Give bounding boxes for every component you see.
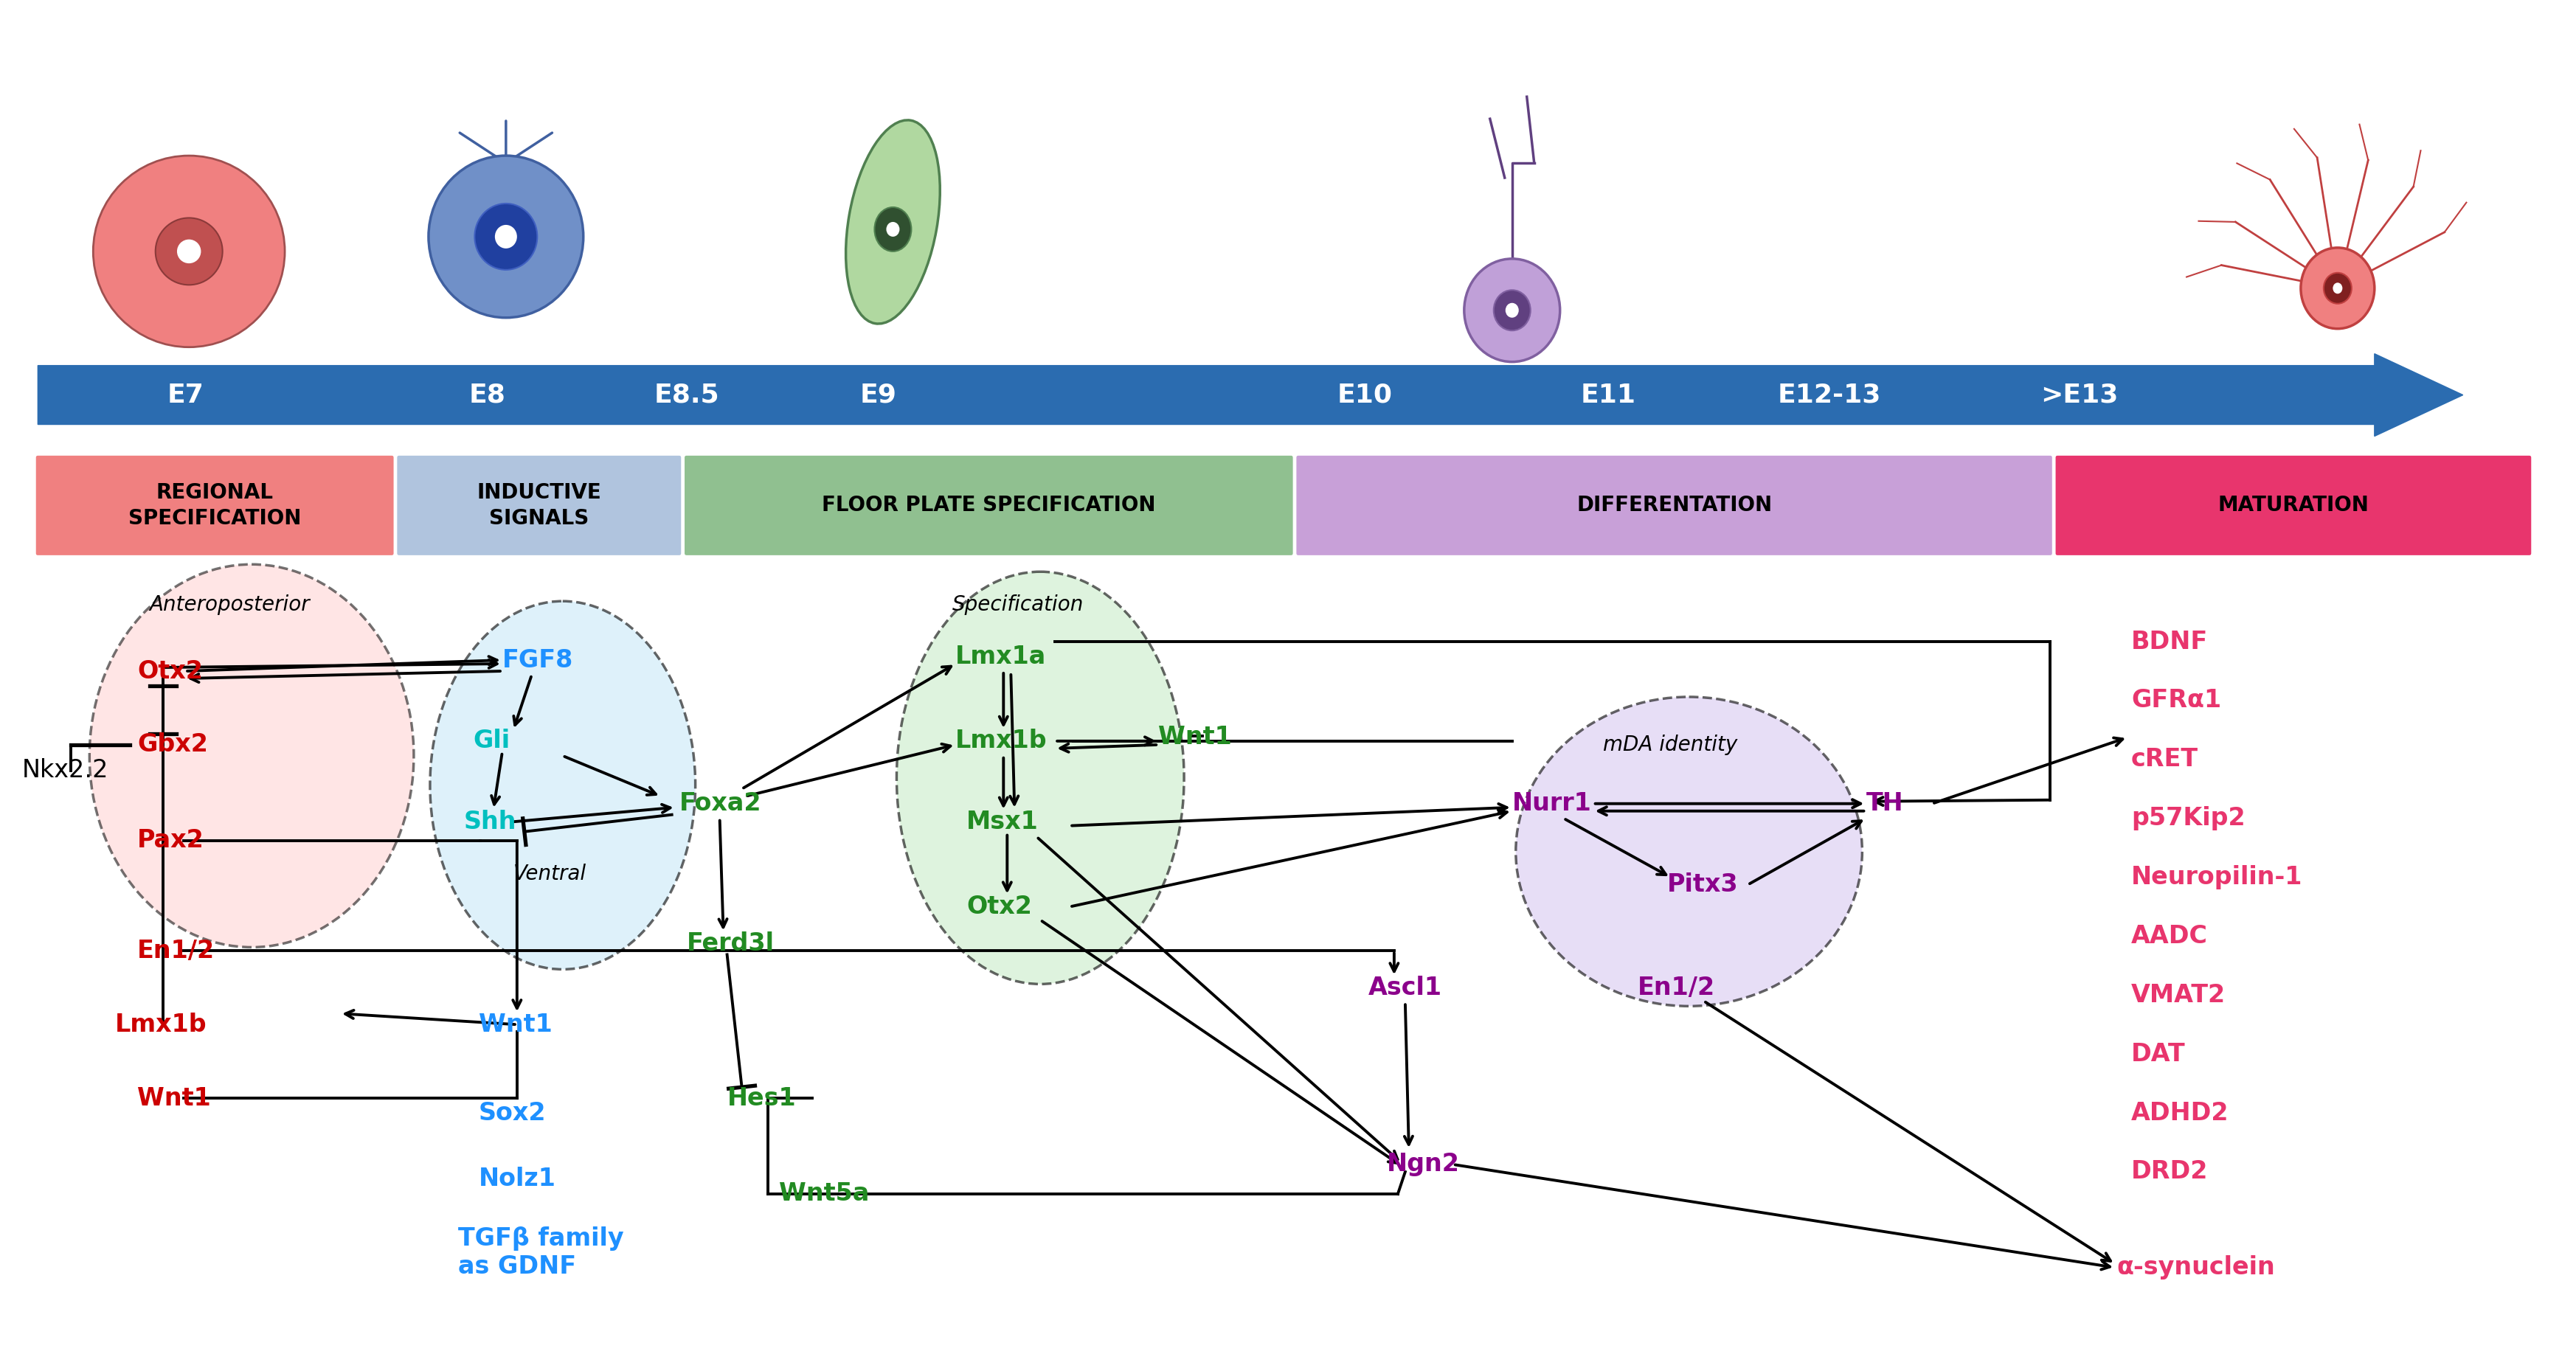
Ellipse shape [1494, 290, 1530, 330]
Text: E8.5: E8.5 [654, 382, 719, 408]
FancyBboxPatch shape [2056, 455, 2532, 556]
FancyBboxPatch shape [397, 455, 683, 556]
Text: DAT: DAT [2130, 1041, 2184, 1066]
Text: Shh: Shh [464, 810, 518, 834]
Text: BDNF: BDNF [2130, 630, 2208, 654]
Ellipse shape [845, 121, 940, 324]
Text: Lmx1b: Lmx1b [956, 728, 1048, 753]
Ellipse shape [90, 565, 415, 948]
Text: FLOOR PLATE SPECIFICATION: FLOOR PLATE SPECIFICATION [822, 496, 1157, 516]
Text: E12-13: E12-13 [1777, 382, 1880, 408]
Ellipse shape [428, 156, 582, 318]
Text: INDUCTIVE
SIGNALS: INDUCTIVE SIGNALS [477, 482, 600, 528]
Text: Wnt1: Wnt1 [137, 1086, 211, 1110]
Text: TH: TH [1865, 792, 1904, 816]
Ellipse shape [155, 218, 222, 284]
Text: mDA identity: mDA identity [1602, 734, 1739, 756]
Text: Lmx1a: Lmx1a [956, 645, 1046, 669]
FancyArrow shape [39, 353, 2463, 436]
Text: >E13: >E13 [2040, 382, 2117, 408]
Text: Pitx3: Pitx3 [1667, 872, 1739, 896]
Text: TGFβ family
as GDNF: TGFβ family as GDNF [459, 1227, 623, 1280]
Text: Ventral: Ventral [513, 864, 587, 884]
Ellipse shape [896, 571, 1185, 984]
Text: GFRα1: GFRα1 [2130, 688, 2221, 712]
Ellipse shape [1504, 303, 1520, 318]
Text: Ngn2: Ngn2 [1386, 1152, 1461, 1177]
Text: Pax2: Pax2 [137, 829, 204, 853]
Text: Wnt1: Wnt1 [1159, 726, 1231, 750]
Text: Foxa2: Foxa2 [680, 792, 762, 816]
FancyBboxPatch shape [683, 455, 1293, 556]
Text: p57Kip2: p57Kip2 [2130, 806, 2246, 830]
Ellipse shape [178, 240, 201, 263]
Ellipse shape [430, 601, 696, 969]
Text: Nurr1: Nurr1 [1512, 792, 1592, 816]
FancyBboxPatch shape [36, 455, 394, 556]
Text: E7: E7 [167, 382, 204, 408]
Text: En1/2: En1/2 [1638, 976, 1716, 999]
Text: Specification: Specification [953, 594, 1084, 615]
Text: E11: E11 [1579, 382, 1636, 408]
Text: En1/2: En1/2 [137, 938, 214, 963]
Text: Neuropilin-1: Neuropilin-1 [2130, 865, 2303, 890]
Text: E9: E9 [860, 382, 896, 408]
FancyBboxPatch shape [1296, 455, 2053, 556]
Text: α-synuclein: α-synuclein [2117, 1255, 2275, 1280]
Ellipse shape [873, 207, 912, 252]
Text: Otx2: Otx2 [137, 659, 204, 684]
Text: DIFFERENTATION: DIFFERENTATION [1577, 496, 1772, 516]
Ellipse shape [886, 222, 899, 237]
Text: Otx2: Otx2 [966, 895, 1033, 919]
Text: Lmx1b: Lmx1b [116, 1013, 206, 1037]
Text: Nolz1: Nolz1 [479, 1167, 556, 1192]
Text: Hes1: Hes1 [726, 1086, 796, 1110]
Text: Gli: Gli [474, 728, 510, 753]
Ellipse shape [93, 156, 286, 347]
Text: ADHD2: ADHD2 [2130, 1101, 2228, 1125]
Text: Wnt1: Wnt1 [479, 1013, 551, 1037]
Text: Ascl1: Ascl1 [1368, 976, 1443, 999]
Text: Msx1: Msx1 [966, 810, 1038, 834]
Text: Ferd3l: Ferd3l [688, 932, 775, 956]
Text: cRET: cRET [2130, 747, 2197, 772]
Ellipse shape [2300, 248, 2375, 329]
Text: AADC: AADC [2130, 923, 2208, 948]
Ellipse shape [1463, 259, 1561, 362]
Text: Sox2: Sox2 [479, 1101, 546, 1125]
Text: Gbx2: Gbx2 [137, 733, 209, 757]
Text: Nkx2.2: Nkx2.2 [21, 758, 108, 783]
Text: FGF8: FGF8 [502, 649, 574, 672]
Ellipse shape [474, 203, 538, 269]
Text: Wnt5a: Wnt5a [778, 1182, 868, 1206]
Text: VMAT2: VMAT2 [2130, 983, 2226, 1007]
Text: DRD2: DRD2 [2130, 1159, 2208, 1183]
Text: MATURATION: MATURATION [2218, 496, 2370, 516]
Text: REGIONAL
SPECIFICATION: REGIONAL SPECIFICATION [129, 482, 301, 528]
Ellipse shape [495, 225, 518, 248]
Text: E8: E8 [469, 382, 505, 408]
Text: Anteroposterior: Anteroposterior [149, 594, 309, 615]
Text: E10: E10 [1337, 382, 1391, 408]
Ellipse shape [1515, 697, 1862, 1006]
Ellipse shape [2324, 272, 2352, 303]
Ellipse shape [2334, 283, 2342, 294]
